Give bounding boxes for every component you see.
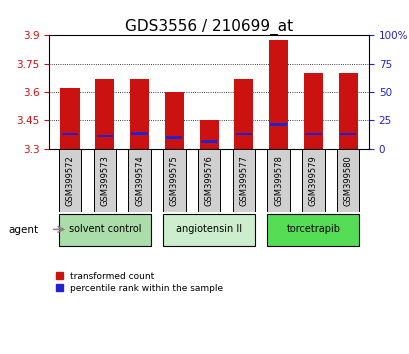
Bar — [131, 132, 147, 135]
Text: GSM399573: GSM399573 — [100, 155, 109, 206]
Bar — [270, 123, 286, 126]
Text: GSM399572: GSM399572 — [65, 155, 74, 206]
Text: angiotensin II: angiotensin II — [175, 224, 242, 234]
Bar — [338, 73, 357, 149]
Bar — [163, 149, 185, 212]
Bar — [163, 214, 254, 246]
Text: GSM399576: GSM399576 — [204, 155, 213, 206]
Bar — [234, 79, 253, 149]
Bar — [200, 140, 217, 143]
Bar — [268, 40, 288, 149]
Bar — [62, 133, 78, 136]
Bar — [130, 79, 149, 149]
Bar — [305, 133, 321, 136]
Bar — [301, 149, 324, 212]
Bar — [199, 120, 218, 149]
Text: agent: agent — [8, 225, 38, 235]
Bar — [61, 88, 79, 149]
Bar — [95, 79, 114, 149]
Text: GSM399578: GSM399578 — [274, 155, 283, 206]
Bar — [164, 92, 184, 149]
Text: solvent control: solvent control — [68, 224, 141, 234]
Bar — [128, 149, 151, 212]
Bar — [197, 149, 220, 212]
Bar — [267, 149, 289, 212]
Bar — [93, 149, 116, 212]
Bar — [58, 149, 81, 212]
Bar — [267, 214, 359, 246]
Bar — [58, 214, 151, 246]
Bar — [166, 136, 182, 139]
Bar — [339, 133, 355, 136]
Title: GDS3556 / 210699_at: GDS3556 / 210699_at — [125, 19, 292, 35]
Text: GSM399580: GSM399580 — [343, 155, 352, 206]
Legend: transformed count, percentile rank within the sample: transformed count, percentile rank withi… — [54, 270, 225, 294]
Text: GSM399575: GSM399575 — [169, 155, 178, 206]
Text: GSM399574: GSM399574 — [135, 155, 144, 206]
Text: GSM399579: GSM399579 — [308, 155, 317, 206]
Text: GSM399577: GSM399577 — [239, 155, 248, 206]
Bar — [97, 135, 112, 137]
Bar — [232, 149, 254, 212]
Bar — [235, 133, 252, 136]
Bar — [303, 73, 322, 149]
Bar — [336, 149, 359, 212]
Text: torcetrapib: torcetrapib — [285, 224, 339, 234]
